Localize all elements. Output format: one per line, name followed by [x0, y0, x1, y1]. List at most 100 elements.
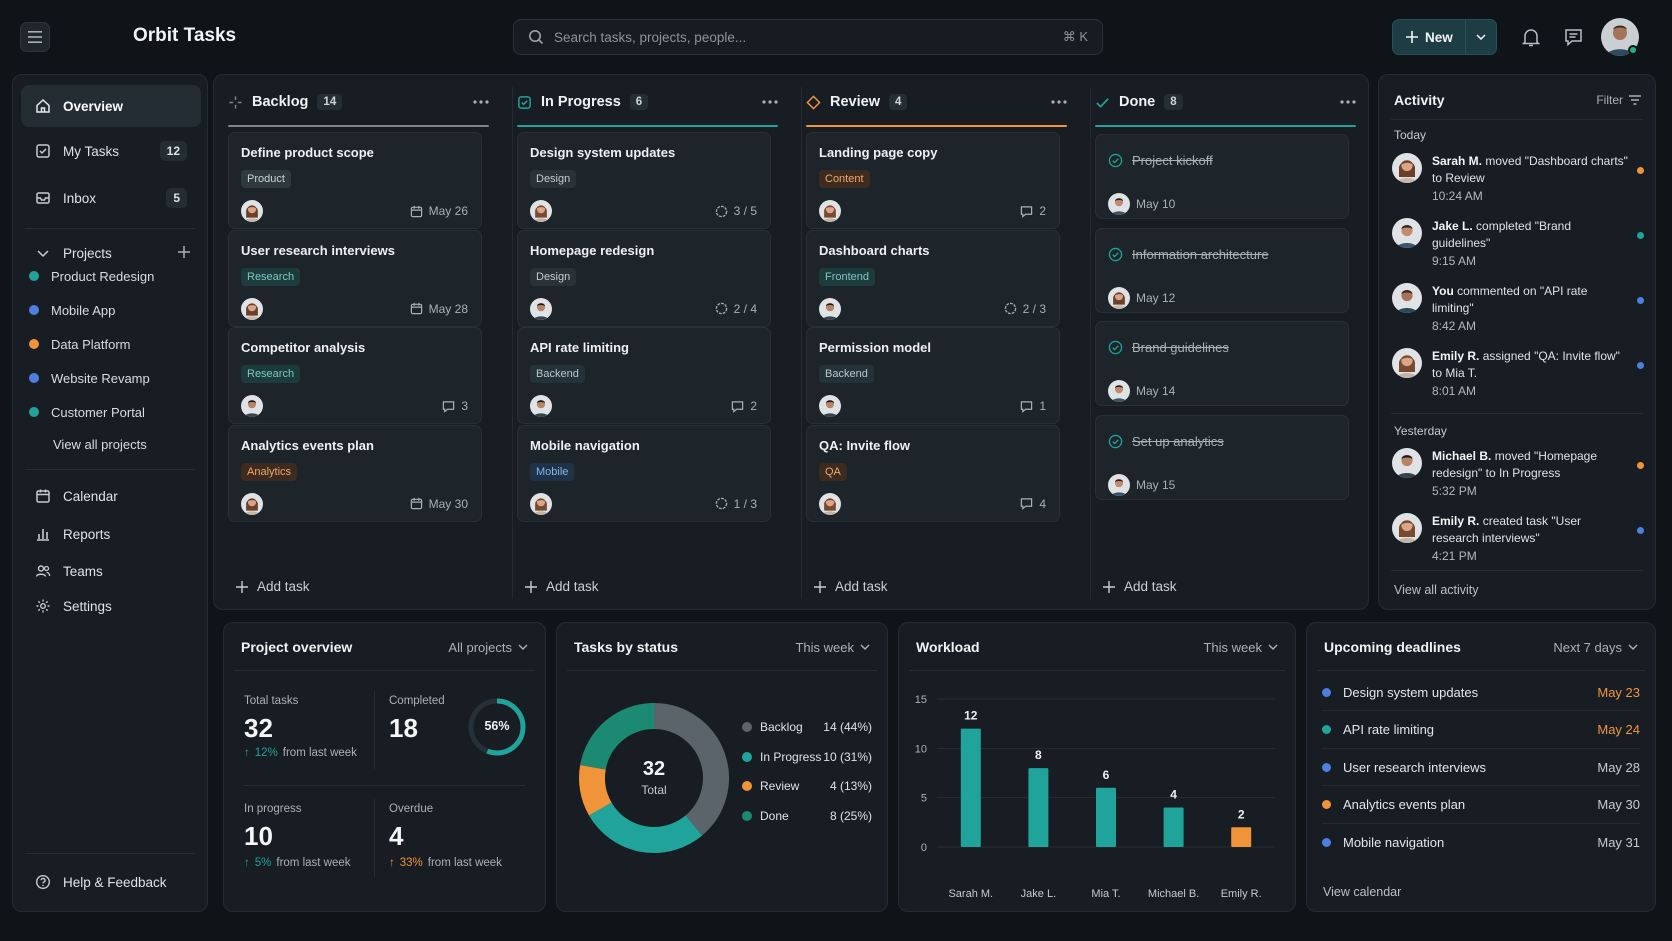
column-accent-line — [228, 125, 489, 127]
task-meta: 3 / 5 — [715, 204, 757, 218]
activity-actor: Michael B. — [1432, 449, 1492, 463]
activity-item[interactable]: Michael B. moved "Homepage redesign" to … — [1392, 448, 1644, 508]
column-more-button[interactable] — [473, 100, 489, 104]
dropdown-label: Next 7 days — [1553, 639, 1622, 655]
progress-icon — [715, 205, 727, 217]
avatar-image — [958, 855, 984, 882]
workload-bar-chart: 0 5 10 15 12 Sarah M. 8 Jake L. 6 Mia T. 4 Michael … — [915, 694, 1275, 900]
avatar-image — [819, 492, 841, 515]
task-card[interactable]: Design system updates Design 3 / 5 — [517, 132, 771, 229]
task-card[interactable]: Information architecture May 12 — [1095, 227, 1349, 313]
sidebar-item-overview[interactable]: Overview — [21, 85, 201, 127]
column-more-button[interactable] — [762, 100, 778, 104]
task-card[interactable]: Mobile navigation Mobile 1 / 3 — [517, 424, 771, 522]
deadline-item[interactable]: API rate limiting May 24 — [1322, 712, 1640, 749]
task-meta-value: 2 / 3 — [1022, 301, 1046, 316]
assignee-avatar — [819, 297, 841, 320]
projects-section-toggle[interactable]: Projects — [21, 232, 201, 274]
project-item-mobile-app[interactable]: Mobile App — [29, 299, 115, 321]
column-more-button[interactable] — [1051, 100, 1067, 104]
deadline-item[interactable]: User research interviews May 28 — [1322, 749, 1640, 786]
activity-actor: Sarah M. — [1432, 154, 1483, 168]
task-card[interactable]: Project kickoff May 10 — [1095, 134, 1349, 219]
activity-item[interactable]: Emily R. created task "User research int… — [1392, 513, 1644, 573]
trend-up-icon: ↑ — [389, 857, 395, 869]
task-card[interactable]: Analytics events plan Analytics May 30 — [228, 424, 482, 522]
activity-divider — [1391, 119, 1643, 120]
progress-icon — [1004, 302, 1016, 315]
project-item-data-platform[interactable]: Data Platform — [29, 333, 130, 355]
sidebar-item-inbox[interactable]: Inbox 5 — [21, 177, 201, 219]
board-column-backlog: Backlog 14 Define product scope Product May … — [214, 75, 503, 611]
task-card[interactable]: Landing page copy Content 2 — [806, 132, 1060, 229]
activity-status-dot — [1637, 167, 1644, 174]
activity-item[interactable]: Jake L. completed "Brand guidelines" 9:15… — [1392, 218, 1644, 278]
deadline-item[interactable]: Mobile navigation May 31 — [1322, 824, 1640, 861]
column-title: Done — [1119, 94, 1156, 110]
avatar-image — [1392, 283, 1422, 313]
search-bar[interactable]: ⌘ K — [513, 19, 1103, 55]
project-filter-dropdown[interactable]: All projects — [448, 640, 528, 655]
more-horizontal-icon — [762, 100, 778, 104]
trend-value: 33% — [399, 857, 423, 869]
project-item-website-revamp[interactable]: Website Revamp — [29, 367, 150, 389]
task-meta-value: 1 — [1039, 399, 1046, 413]
task-card[interactable]: Set up analytics May 15 — [1095, 414, 1349, 500]
workload-period-dropdown[interactable]: This week — [1203, 640, 1278, 655]
project-item-product-redesign[interactable]: Product Redesign — [29, 265, 154, 287]
add-task-button[interactable]: Add task — [236, 579, 310, 594]
activity-item[interactable]: Sarah M. moved "Dashboard charts" to Rev… — [1392, 153, 1644, 213]
sidebar-item-calendar[interactable]: Calendar — [21, 479, 201, 513]
search-input[interactable] — [554, 29, 1063, 45]
view-calendar-link[interactable]: View calendar — [1323, 885, 1402, 899]
bar-sarah-m — [960, 728, 981, 847]
activity-item[interactable]: Emily R. assigned "QA: Invite flow" to M… — [1392, 348, 1644, 408]
new-button[interactable]: New — [1392, 19, 1497, 55]
stat-divider — [374, 799, 375, 877]
sidebar-item-reports[interactable]: Reports — [21, 517, 201, 551]
task-card[interactable]: QA: Invite flow QA 4 — [806, 424, 1060, 522]
task-card[interactable]: Permission model Backend 1 — [806, 327, 1060, 424]
task-card[interactable]: User research interviews Research May 28 — [228, 229, 482, 327]
add-task-button[interactable]: Add task — [1103, 579, 1177, 594]
help-feedback-button[interactable]: Help & Feedback — [21, 865, 201, 899]
task-card[interactable]: Homepage redesign Design 2 / 4 — [517, 229, 771, 327]
deadline-item[interactable]: Design system updates May 23 — [1322, 674, 1640, 711]
task-title: Analytics events plan — [241, 437, 374, 453]
bar-chart-icon — [37, 529, 49, 541]
activity-avatar — [1392, 448, 1422, 478]
task-card[interactable]: Competitor analysis Research 3 — [228, 327, 482, 424]
view-all-projects-link[interactable]: View all projects — [53, 436, 147, 452]
deadlines-range-dropdown[interactable]: Next 7 days — [1553, 640, 1638, 655]
new-button-main[interactable]: New — [1393, 20, 1465, 54]
activity-action: assigned "QA: Invite flow" to Mia T. — [1432, 349, 1620, 380]
activity-item[interactable]: You commented on "API rate limiting" 8:42… — [1392, 283, 1644, 343]
sidebar-item-my-tasks[interactable]: My Tasks 12 — [21, 130, 201, 172]
add-project-button[interactable] — [177, 245, 191, 259]
avatar-image — [819, 297, 841, 320]
messages-button[interactable] — [1560, 24, 1586, 50]
activity-filter-button[interactable]: Filter — [1596, 93, 1641, 107]
notifications-button[interactable] — [1518, 24, 1544, 50]
task-card[interactable]: Dashboard charts Frontend 2 / 3 — [806, 229, 1060, 327]
deadline-item[interactable]: Analytics events plan May 30 — [1322, 787, 1640, 824]
menu-toggle-button[interactable] — [20, 22, 50, 52]
task-card[interactable]: API rate limiting Backend 2 — [517, 327, 771, 424]
add-task-button[interactable]: Add task — [814, 579, 888, 594]
add-task-button[interactable]: Add task — [525, 579, 599, 594]
sidebar-divider — [25, 228, 195, 229]
gear-icon — [36, 599, 50, 613]
panel-divider — [909, 670, 1285, 671]
task-completed-date: May 15 — [1136, 477, 1176, 492]
new-dropdown-toggle[interactable] — [1466, 20, 1496, 54]
sidebar-item-teams[interactable]: Teams — [21, 554, 201, 588]
activity-action: created task "User research interviews" — [1432, 514, 1581, 545]
column-more-button[interactable] — [1340, 100, 1356, 104]
deadline-project-dot — [1322, 725, 1331, 734]
task-card[interactable]: Define product scope Product May 26 — [228, 132, 482, 229]
status-period-dropdown[interactable]: This week — [795, 640, 870, 655]
project-item-customer-portal[interactable]: Customer Portal — [29, 401, 145, 423]
sidebar-item-settings[interactable]: Settings — [21, 589, 201, 623]
task-card[interactable]: Brand guidelines May 14 — [1095, 321, 1349, 406]
view-all-activity-link[interactable]: View all activity — [1394, 583, 1479, 597]
